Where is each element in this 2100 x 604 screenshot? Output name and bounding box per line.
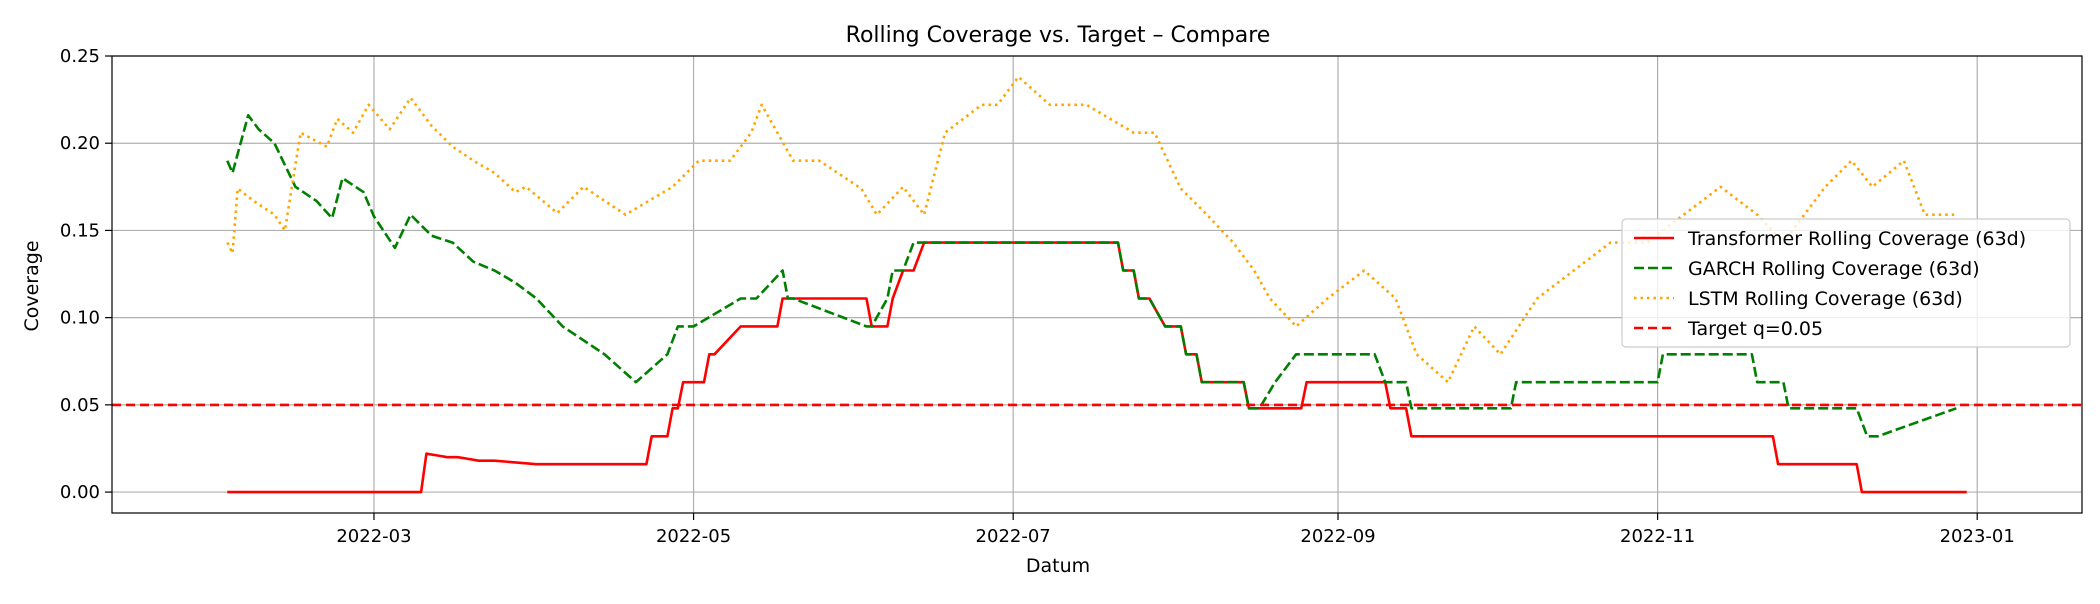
x-tick-label: 2022-11 (1620, 526, 1695, 547)
legend-entry-label: LSTM Rolling Coverage (63d) (1688, 288, 1963, 310)
x-tick-label: 2022-05 (656, 526, 731, 547)
y-tick-label: 0.00 (60, 482, 100, 503)
chart-title: Rolling Coverage vs. Target – Compare (846, 23, 1271, 48)
y-tick-label: 0.20 (60, 133, 100, 154)
legend-entry-label: Transformer Rolling Coverage (63d) (1687, 228, 2026, 250)
series-line-transformer (227, 241, 1967, 494)
ticks-layer: 2022-03 2022-05 2022-07 2022-09 2022-11 2023-… (60, 46, 2015, 547)
y-tick-label: 0.25 (60, 46, 100, 67)
legend-entry-label: Target q=0.05 (1687, 318, 1823, 340)
legend-box (1621, 218, 2071, 348)
series-line-garch (226, 114, 1957, 438)
x-tick-label: 2022-07 (976, 526, 1051, 547)
legend: Transformer Rolling Coverage (63d) GARCH … (1621, 218, 2071, 348)
legend-entry-label: GARCH Rolling Coverage (63d) (1688, 258, 1980, 280)
x-tick-label: 2023-01 (1940, 526, 2015, 547)
x-tick-label: 2022-03 (336, 526, 411, 547)
y-tick-label: 0.05 (60, 395, 100, 416)
y-axis-label: Coverage (21, 240, 43, 331)
y-tick-label: 0.15 (60, 220, 100, 241)
plot-frame (111, 55, 2083, 514)
y-tick-label: 0.10 (60, 308, 100, 329)
x-axis-label: Datum (1026, 555, 1090, 577)
x-tick-label: 2022-09 (1300, 526, 1375, 547)
